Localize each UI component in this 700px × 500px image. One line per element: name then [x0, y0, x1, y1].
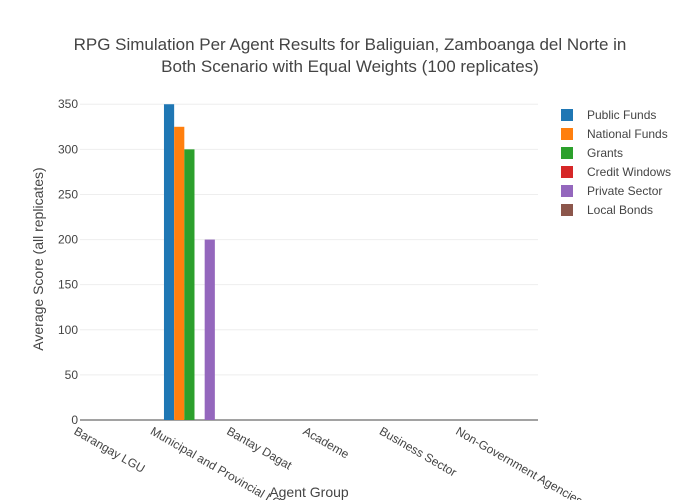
- bar: [163, 104, 175, 420]
- x-tick-label: Non-Government Agencies: [453, 424, 585, 500]
- y-tick-label: 50: [65, 368, 79, 382]
- y-tick-label: 200: [58, 233, 78, 247]
- x-tick-label: Barangay LGU: [72, 424, 148, 476]
- legend-item-label: Public Funds: [587, 108, 656, 122]
- legend-item-label: Credit Windows: [587, 165, 671, 179]
- bar: [174, 126, 185, 420]
- y-tick-label: 350: [58, 97, 78, 111]
- x-tick-label: Bantay Dagat: [224, 424, 295, 473]
- legend-swatch: [561, 128, 573, 140]
- chart-title-line-2: Both Scenario with Equal Weights (100 re…: [161, 57, 539, 76]
- legend-swatch: [561, 204, 573, 216]
- bar: [204, 239, 215, 420]
- legend-swatch: [561, 147, 573, 159]
- legend-swatch: [561, 166, 573, 178]
- y-tick-label: 0: [71, 413, 78, 427]
- chart-title-line-1: RPG Simulation Per Agent Results for Bal…: [74, 35, 627, 54]
- y-tick-label: 250: [58, 187, 78, 201]
- y-tick-label: 150: [58, 278, 78, 292]
- bars: [163, 104, 215, 420]
- gridlines: [80, 103, 538, 421]
- y-tick-label: 300: [58, 142, 78, 156]
- legend-item-label: Local Bonds: [587, 203, 653, 217]
- legend-swatch: [561, 185, 573, 197]
- x-tick-label: Academe: [301, 424, 352, 462]
- legend-swatch: [561, 109, 573, 121]
- chart-title: RPG Simulation Per Agent Results for Bal…: [74, 35, 627, 76]
- y-tick-labels: 0 50 100 150 200 250 300 350: [58, 97, 78, 427]
- y-axis-title: Average Score (all replicates): [30, 167, 46, 350]
- legend-item-label: Grants: [587, 146, 623, 160]
- y-tick-label: 100: [58, 323, 78, 337]
- legend: Public Funds National Funds Grants Credit W…: [561, 108, 671, 217]
- bar: [184, 149, 195, 420]
- x-tick-label: Business Sector: [377, 424, 459, 479]
- legend-item-label: National Funds: [587, 127, 668, 141]
- legend-item-label: Private Sector: [587, 184, 662, 198]
- x-axis-title: Agent Group: [269, 484, 349, 500]
